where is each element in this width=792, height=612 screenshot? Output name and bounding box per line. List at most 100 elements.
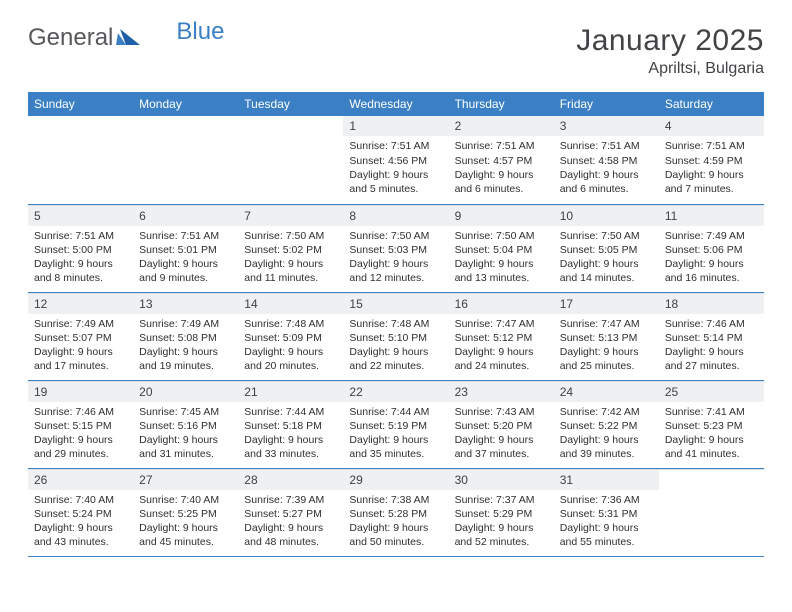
sunrise-text: Sunrise: 7:39 AM (244, 493, 337, 507)
calendar-cell: 28Sunrise: 7:39 AMSunset: 5:27 PMDayligh… (238, 468, 343, 556)
sunset-text: Sunset: 5:28 PM (349, 507, 442, 521)
sunset-text: Sunset: 5:03 PM (349, 243, 442, 257)
day-number (659, 469, 764, 490)
day-number: 30 (449, 469, 554, 490)
day1-text: Daylight: 9 hours (349, 521, 442, 535)
day2-text: and 11 minutes. (244, 271, 337, 285)
page-subtitle: Apriltsi, Bulgaria (576, 60, 764, 78)
day-number: 28 (238, 469, 343, 490)
logo-word2: Blue (176, 18, 224, 46)
day-number: 15 (343, 293, 448, 314)
calendar-cell: 4Sunrise: 7:51 AMSunset: 4:59 PMDaylight… (659, 116, 764, 204)
day2-text: and 33 minutes. (244, 447, 337, 461)
sunset-text: Sunset: 5:23 PM (665, 419, 758, 433)
day1-text: Daylight: 9 hours (34, 257, 127, 271)
day2-text: and 9 minutes. (139, 271, 232, 285)
calendar-cell: 23Sunrise: 7:43 AMSunset: 5:20 PMDayligh… (449, 380, 554, 468)
sunset-text: Sunset: 5:13 PM (560, 331, 653, 345)
dayhead-thu: Thursday (449, 92, 554, 116)
calendar-cell: 8Sunrise: 7:50 AMSunset: 5:03 PMDaylight… (343, 204, 448, 292)
day-number: 21 (238, 381, 343, 402)
sunrise-text: Sunrise: 7:51 AM (139, 229, 232, 243)
sunrise-text: Sunrise: 7:48 AM (244, 317, 337, 331)
day2-text: and 43 minutes. (34, 535, 127, 549)
sunrise-text: Sunrise: 7:42 AM (560, 405, 653, 419)
calendar-cell: 30Sunrise: 7:37 AMSunset: 5:29 PMDayligh… (449, 468, 554, 556)
sunrise-text: Sunrise: 7:51 AM (665, 139, 758, 153)
calendar-row: 1Sunrise: 7:51 AMSunset: 4:56 PMDaylight… (28, 116, 764, 204)
day1-text: Daylight: 9 hours (139, 433, 232, 447)
sunrise-text: Sunrise: 7:51 AM (34, 229, 127, 243)
day-body: Sunrise: 7:47 AMSunset: 5:12 PMDaylight:… (449, 314, 554, 377)
calendar-row: 12Sunrise: 7:49 AMSunset: 5:07 PMDayligh… (28, 292, 764, 380)
sunset-text: Sunset: 5:08 PM (139, 331, 232, 345)
sunrise-text: Sunrise: 7:40 AM (139, 493, 232, 507)
day-number: 23 (449, 381, 554, 402)
day2-text: and 7 minutes. (665, 182, 758, 196)
day1-text: Daylight: 9 hours (34, 345, 127, 359)
day2-text: and 16 minutes. (665, 271, 758, 285)
day1-text: Daylight: 9 hours (244, 433, 337, 447)
day2-text: and 35 minutes. (349, 447, 442, 461)
calendar-cell: 24Sunrise: 7:42 AMSunset: 5:22 PMDayligh… (554, 380, 659, 468)
header: General Blue January 2025 Apriltsi, Bulg… (28, 24, 764, 78)
day-number: 8 (343, 205, 448, 226)
day-body: Sunrise: 7:48 AMSunset: 5:10 PMDaylight:… (343, 314, 448, 377)
sunset-text: Sunset: 5:27 PM (244, 507, 337, 521)
day2-text: and 55 minutes. (560, 535, 653, 549)
sunset-text: Sunset: 5:31 PM (560, 507, 653, 521)
calendar-cell: 13Sunrise: 7:49 AMSunset: 5:08 PMDayligh… (133, 292, 238, 380)
page-title: January 2025 (576, 24, 764, 58)
calendar-cell: 22Sunrise: 7:44 AMSunset: 5:19 PMDayligh… (343, 380, 448, 468)
day-body: Sunrise: 7:49 AMSunset: 5:08 PMDaylight:… (133, 314, 238, 377)
day-body: Sunrise: 7:42 AMSunset: 5:22 PMDaylight:… (554, 402, 659, 465)
day-number: 4 (659, 116, 764, 136)
calendar-cell: 21Sunrise: 7:44 AMSunset: 5:18 PMDayligh… (238, 380, 343, 468)
calendar-cell: 18Sunrise: 7:46 AMSunset: 5:14 PMDayligh… (659, 292, 764, 380)
day-number: 1 (343, 116, 448, 136)
day-number: 5 (28, 205, 133, 226)
day-body: Sunrise: 7:49 AMSunset: 5:06 PMDaylight:… (659, 226, 764, 289)
sunset-text: Sunset: 5:10 PM (349, 331, 442, 345)
day1-text: Daylight: 9 hours (139, 257, 232, 271)
day-body: Sunrise: 7:44 AMSunset: 5:19 PMDaylight:… (343, 402, 448, 465)
day2-text: and 48 minutes. (244, 535, 337, 549)
calendar-cell (238, 116, 343, 204)
calendar-row: 5Sunrise: 7:51 AMSunset: 5:00 PMDaylight… (28, 204, 764, 292)
sunset-text: Sunset: 5:24 PM (34, 507, 127, 521)
day1-text: Daylight: 9 hours (665, 168, 758, 182)
day1-text: Daylight: 9 hours (560, 257, 653, 271)
sunset-text: Sunset: 5:01 PM (139, 243, 232, 257)
sunrise-text: Sunrise: 7:44 AM (244, 405, 337, 419)
sunset-text: Sunset: 5:15 PM (34, 419, 127, 433)
sunrise-text: Sunrise: 7:46 AM (665, 317, 758, 331)
day2-text: and 13 minutes. (455, 271, 548, 285)
day-number: 22 (343, 381, 448, 402)
calendar-cell: 31Sunrise: 7:36 AMSunset: 5:31 PMDayligh… (554, 468, 659, 556)
calendar-cell: 3Sunrise: 7:51 AMSunset: 4:58 PMDaylight… (554, 116, 659, 204)
day-body: Sunrise: 7:48 AMSunset: 5:09 PMDaylight:… (238, 314, 343, 377)
calendar-cell: 11Sunrise: 7:49 AMSunset: 5:06 PMDayligh… (659, 204, 764, 292)
day-body: Sunrise: 7:51 AMSunset: 4:57 PMDaylight:… (449, 136, 554, 199)
day-number: 25 (659, 381, 764, 402)
sunset-text: Sunset: 5:00 PM (34, 243, 127, 257)
day2-text: and 50 minutes. (349, 535, 442, 549)
day-body: Sunrise: 7:50 AMSunset: 5:03 PMDaylight:… (343, 226, 448, 289)
day-body: Sunrise: 7:49 AMSunset: 5:07 PMDaylight:… (28, 314, 133, 377)
calendar-cell: 16Sunrise: 7:47 AMSunset: 5:12 PMDayligh… (449, 292, 554, 380)
calendar-row: 19Sunrise: 7:46 AMSunset: 5:15 PMDayligh… (28, 380, 764, 468)
day-body: Sunrise: 7:44 AMSunset: 5:18 PMDaylight:… (238, 402, 343, 465)
sunrise-text: Sunrise: 7:45 AM (139, 405, 232, 419)
dayhead-wed: Wednesday (343, 92, 448, 116)
day1-text: Daylight: 9 hours (139, 521, 232, 535)
calendar-row: 26Sunrise: 7:40 AMSunset: 5:24 PMDayligh… (28, 468, 764, 556)
sunset-text: Sunset: 5:02 PM (244, 243, 337, 257)
day-number: 29 (343, 469, 448, 490)
calendar-cell: 1Sunrise: 7:51 AMSunset: 4:56 PMDaylight… (343, 116, 448, 204)
sunset-text: Sunset: 5:19 PM (349, 419, 442, 433)
day-number (133, 116, 238, 136)
sunrise-text: Sunrise: 7:44 AM (349, 405, 442, 419)
sunrise-text: Sunrise: 7:46 AM (34, 405, 127, 419)
sunset-text: Sunset: 5:06 PM (665, 243, 758, 257)
calendar-cell: 6Sunrise: 7:51 AMSunset: 5:01 PMDaylight… (133, 204, 238, 292)
